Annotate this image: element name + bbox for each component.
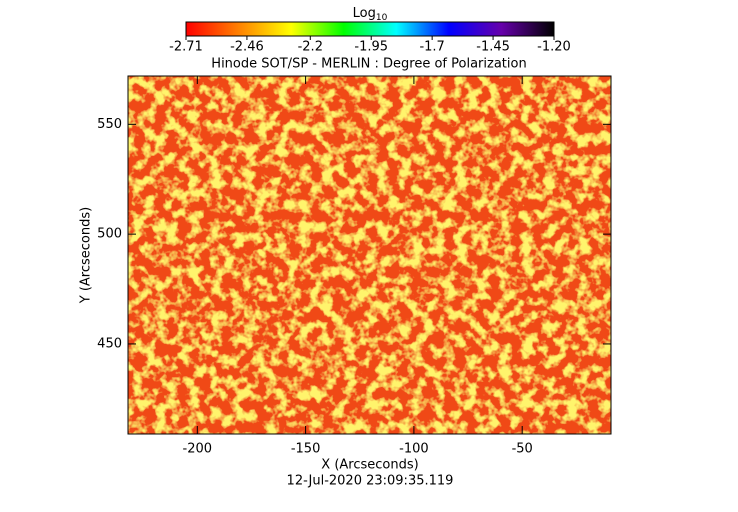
colorbar-tick-label: -2.46 xyxy=(230,40,264,55)
y-tick-label: 550 xyxy=(97,117,122,132)
colorbar-tick-label: -1.20 xyxy=(537,40,571,55)
colorbar-label: Log10 xyxy=(353,6,388,23)
colorbar-tick-label: -1.45 xyxy=(476,40,510,55)
colorbar-tick-label: -1.95 xyxy=(354,40,388,55)
colorbar xyxy=(185,21,555,37)
x-axis-label: X (Arcseconds) xyxy=(321,458,418,473)
colorbar-tick-label: -2.71 xyxy=(169,40,203,55)
colorbar-tick-label: -2.2 xyxy=(298,40,323,55)
footer-timestamp: 12-Jul-2020 23:09:35.119 xyxy=(287,474,454,489)
heatmap-image xyxy=(128,76,611,434)
plot-frame xyxy=(127,75,612,435)
x-tick-label: -50 xyxy=(512,442,533,457)
x-tick-label: -100 xyxy=(399,442,429,457)
colorbar-tick-label: -1.7 xyxy=(419,40,444,55)
x-tick-label: -150 xyxy=(291,442,321,457)
y-axis-label: Y (Arcseconds) xyxy=(79,207,94,304)
chart-title: Hinode SOT/SP - MERLIN : Degree of Polar… xyxy=(211,57,526,72)
y-tick-label: 450 xyxy=(97,336,122,351)
y-tick-label: 500 xyxy=(97,227,122,242)
x-tick-label: -200 xyxy=(183,442,213,457)
